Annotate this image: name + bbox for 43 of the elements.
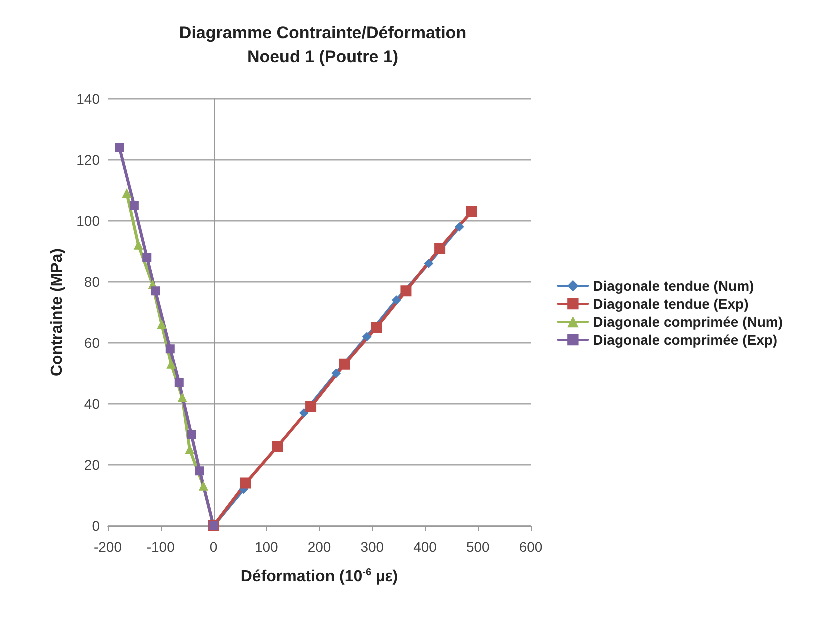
x-tick-label: 100 <box>254 539 279 555</box>
point <box>272 441 284 452</box>
point <box>166 360 176 369</box>
point <box>134 240 144 250</box>
point <box>240 478 252 489</box>
y-tick-label: 140 <box>76 91 100 107</box>
point <box>400 286 412 297</box>
y-tick-label: 0 <box>92 518 100 534</box>
y-axis-title: Contrainte (MPa) <box>49 248 66 376</box>
y-tick-label: 40 <box>84 396 100 412</box>
point <box>122 189 132 198</box>
point <box>371 322 382 334</box>
point <box>306 402 317 413</box>
y-tick-label: 20 <box>84 457 100 473</box>
point <box>455 222 464 232</box>
point <box>362 332 372 342</box>
point <box>424 259 434 268</box>
y-tick-label: 100 <box>76 213 100 229</box>
y-tick-label: 60 <box>84 335 100 351</box>
x-tick-label: 600 <box>519 539 543 555</box>
point <box>392 296 402 305</box>
x-tick-label: 500 <box>466 539 490 555</box>
x-tick-label: 400 <box>414 539 438 555</box>
point <box>332 369 341 378</box>
chart-title: Diagramme Contrainte/Déformation Noeud 1 (Poutre 1) <box>179 24 467 66</box>
x-tick-label: 0 <box>210 539 218 555</box>
point <box>178 393 188 402</box>
legend-label: Diagonale comprimée (Exp) <box>593 332 778 348</box>
y-tick-label: 120 <box>76 152 100 168</box>
x-tick-label: -100 <box>146 539 176 555</box>
legend-label: Diagonale tendue (Exp) <box>593 296 749 312</box>
x-tick-label: 300 <box>360 539 384 555</box>
point <box>339 358 350 370</box>
point <box>199 482 208 491</box>
legend-label: Diagonale tendue (Num) <box>593 278 754 294</box>
point <box>157 320 166 330</box>
point <box>466 206 478 218</box>
x-tick-label: -200 <box>94 539 122 555</box>
point <box>434 242 446 254</box>
y-tick-label: 80 <box>84 274 100 290</box>
x-tick-label: 200 <box>308 539 332 555</box>
legend-label: Diagonale comprimée (Num) <box>593 314 784 330</box>
point <box>300 408 309 418</box>
